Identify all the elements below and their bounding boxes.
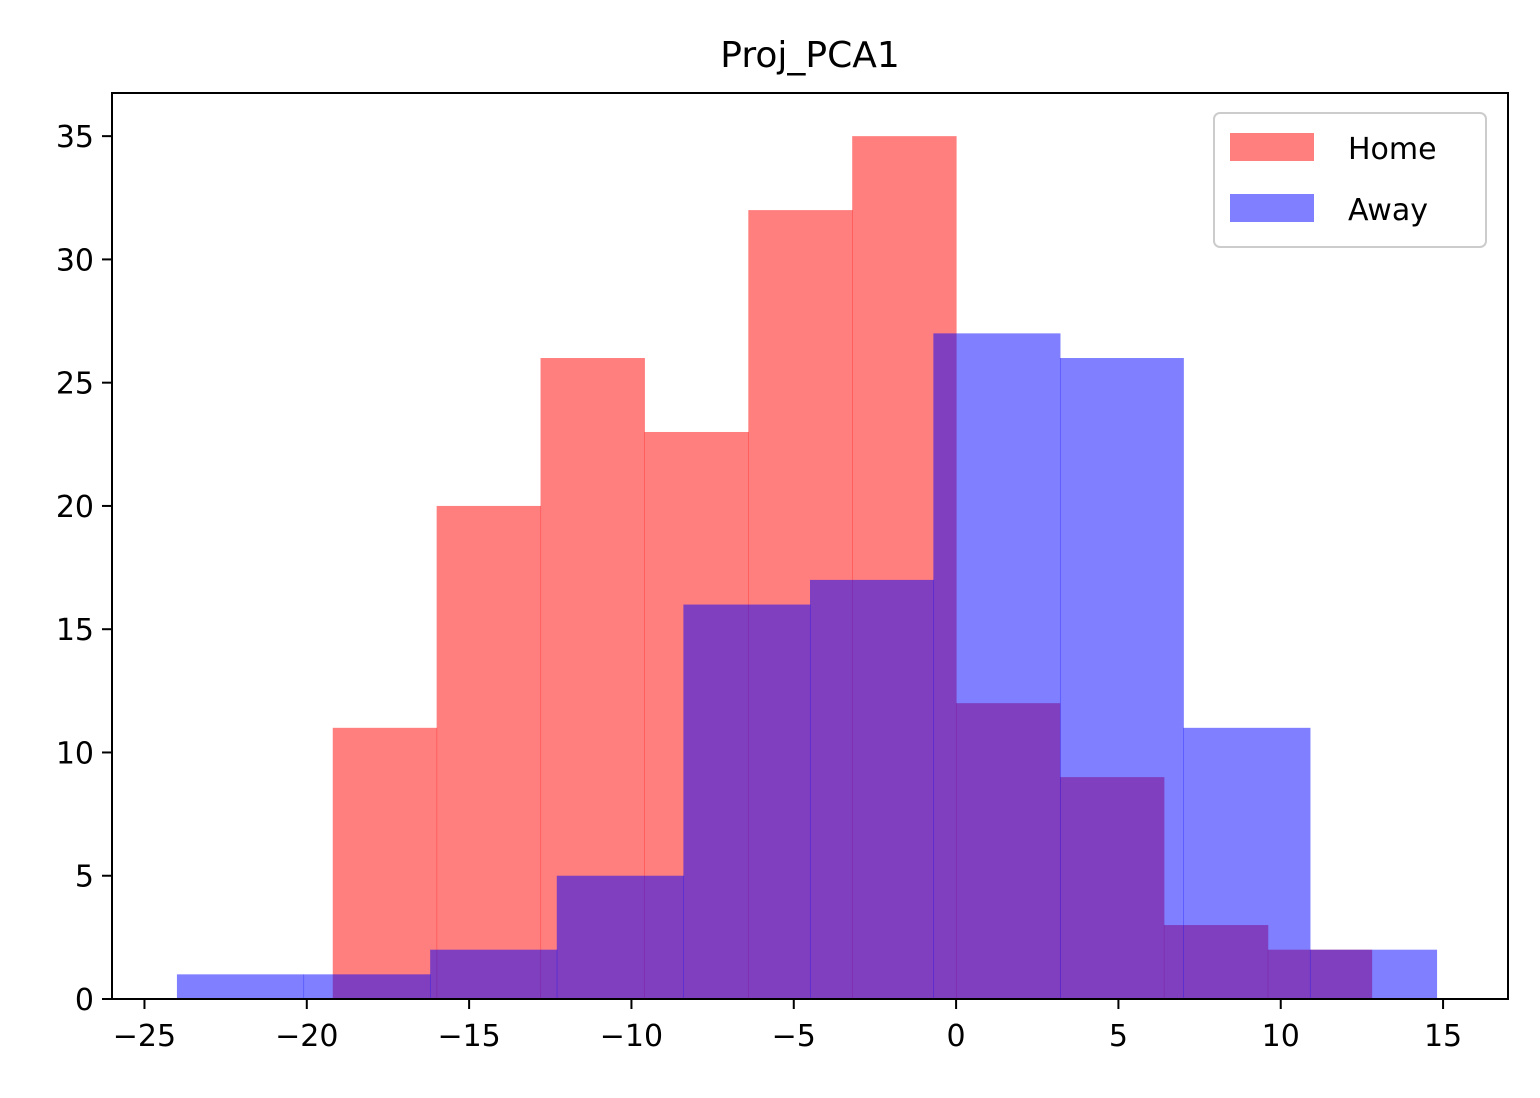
legend-swatch-away [1230, 194, 1314, 222]
x-tick-label: 15 [1424, 1019, 1462, 1054]
x-tick-label: −15 [437, 1019, 500, 1054]
y-tick-label: 15 [56, 613, 94, 648]
bar-home-0 [332, 727, 438, 999]
x-tick-label: −25 [113, 1019, 176, 1054]
legend-label-home: Home [1348, 132, 1437, 167]
y-tick-label: 20 [56, 490, 94, 525]
y-tick-label: 30 [56, 243, 94, 278]
x-tick-label: 5 [1109, 1019, 1128, 1054]
x-tick-label: −20 [275, 1019, 338, 1054]
x-tick-label: 10 [1262, 1019, 1300, 1054]
bar-away-5 [810, 579, 934, 999]
legend: Home Away [1213, 112, 1487, 248]
chart-title: Proj_PCA1 [720, 35, 900, 76]
bar-away-2 [430, 949, 558, 999]
bar-away-9 [1309, 949, 1438, 999]
x-tick-label: −10 [600, 1019, 663, 1054]
bar-home-1 [436, 505, 542, 999]
x-tick-label: −5 [772, 1019, 816, 1054]
y-tick-label: 25 [56, 367, 94, 402]
x-axis: −25 −20 −15 −10 −5 0 5 10 15 [113, 999, 1462, 1054]
bar-away-1 [303, 974, 431, 999]
legend-swatch-home [1230, 133, 1314, 161]
y-axis: 0 5 10 15 20 25 30 35 [56, 120, 112, 1018]
bar-away-4 [683, 604, 811, 999]
bar-away-7 [1059, 358, 1184, 999]
x-tick-label: 0 [947, 1019, 966, 1054]
legend-label-away: Away [1348, 193, 1428, 228]
y-tick-label: 0 [75, 983, 94, 1018]
bar-away-6 [933, 333, 1061, 999]
bar-away-0 [176, 974, 305, 999]
bars-layer [176, 136, 1438, 1000]
bar-away-8 [1183, 727, 1311, 999]
y-tick-label: 5 [75, 860, 94, 895]
y-tick-label: 10 [56, 736, 94, 771]
bar-away-3 [556, 875, 684, 999]
plot-frame [111, 92, 1509, 1000]
y-tick-label: 35 [56, 120, 94, 155]
